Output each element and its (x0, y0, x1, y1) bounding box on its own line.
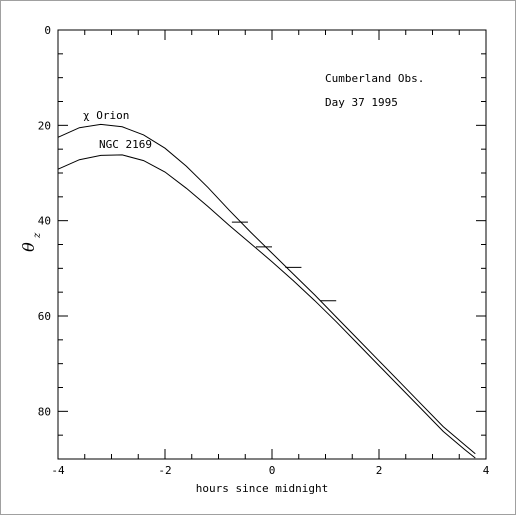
y-tick-label: 60 (38, 310, 51, 323)
x-axis-label: hours since midnight (196, 482, 328, 495)
x-tick-label: 2 (376, 464, 383, 477)
y-tick-label: 40 (38, 215, 51, 228)
y-tick-label: 80 (38, 405, 51, 418)
series-label-ngc-2169: NGC 2169 (99, 138, 152, 151)
y-axis-label-subscript: z (32, 232, 43, 239)
x-tick-label: -4 (51, 464, 65, 477)
series-line-chi-orion (57, 123, 476, 455)
plot-area (57, 29, 487, 460)
series-line-ngc-2169 (57, 154, 476, 459)
annotation-day: Day 37 1995 (325, 96, 398, 109)
series-label-chi-orion: χ Orion (83, 109, 129, 122)
series-group (57, 123, 476, 459)
annotation-observatory: Cumberland Obs. (325, 72, 424, 85)
x-tick-label: -2 (158, 464, 171, 477)
y-axis-label: θ z (19, 232, 43, 252)
measurement-markers (231, 221, 337, 302)
y-tick-label: 0 (44, 24, 51, 37)
x-tick-label: 4 (483, 464, 490, 477)
y-axis-label-symbol: θ (19, 242, 38, 252)
axis-ticks (57, 29, 487, 460)
y-tick-label: 20 (38, 119, 51, 132)
x-tick-label: 0 (269, 464, 276, 477)
